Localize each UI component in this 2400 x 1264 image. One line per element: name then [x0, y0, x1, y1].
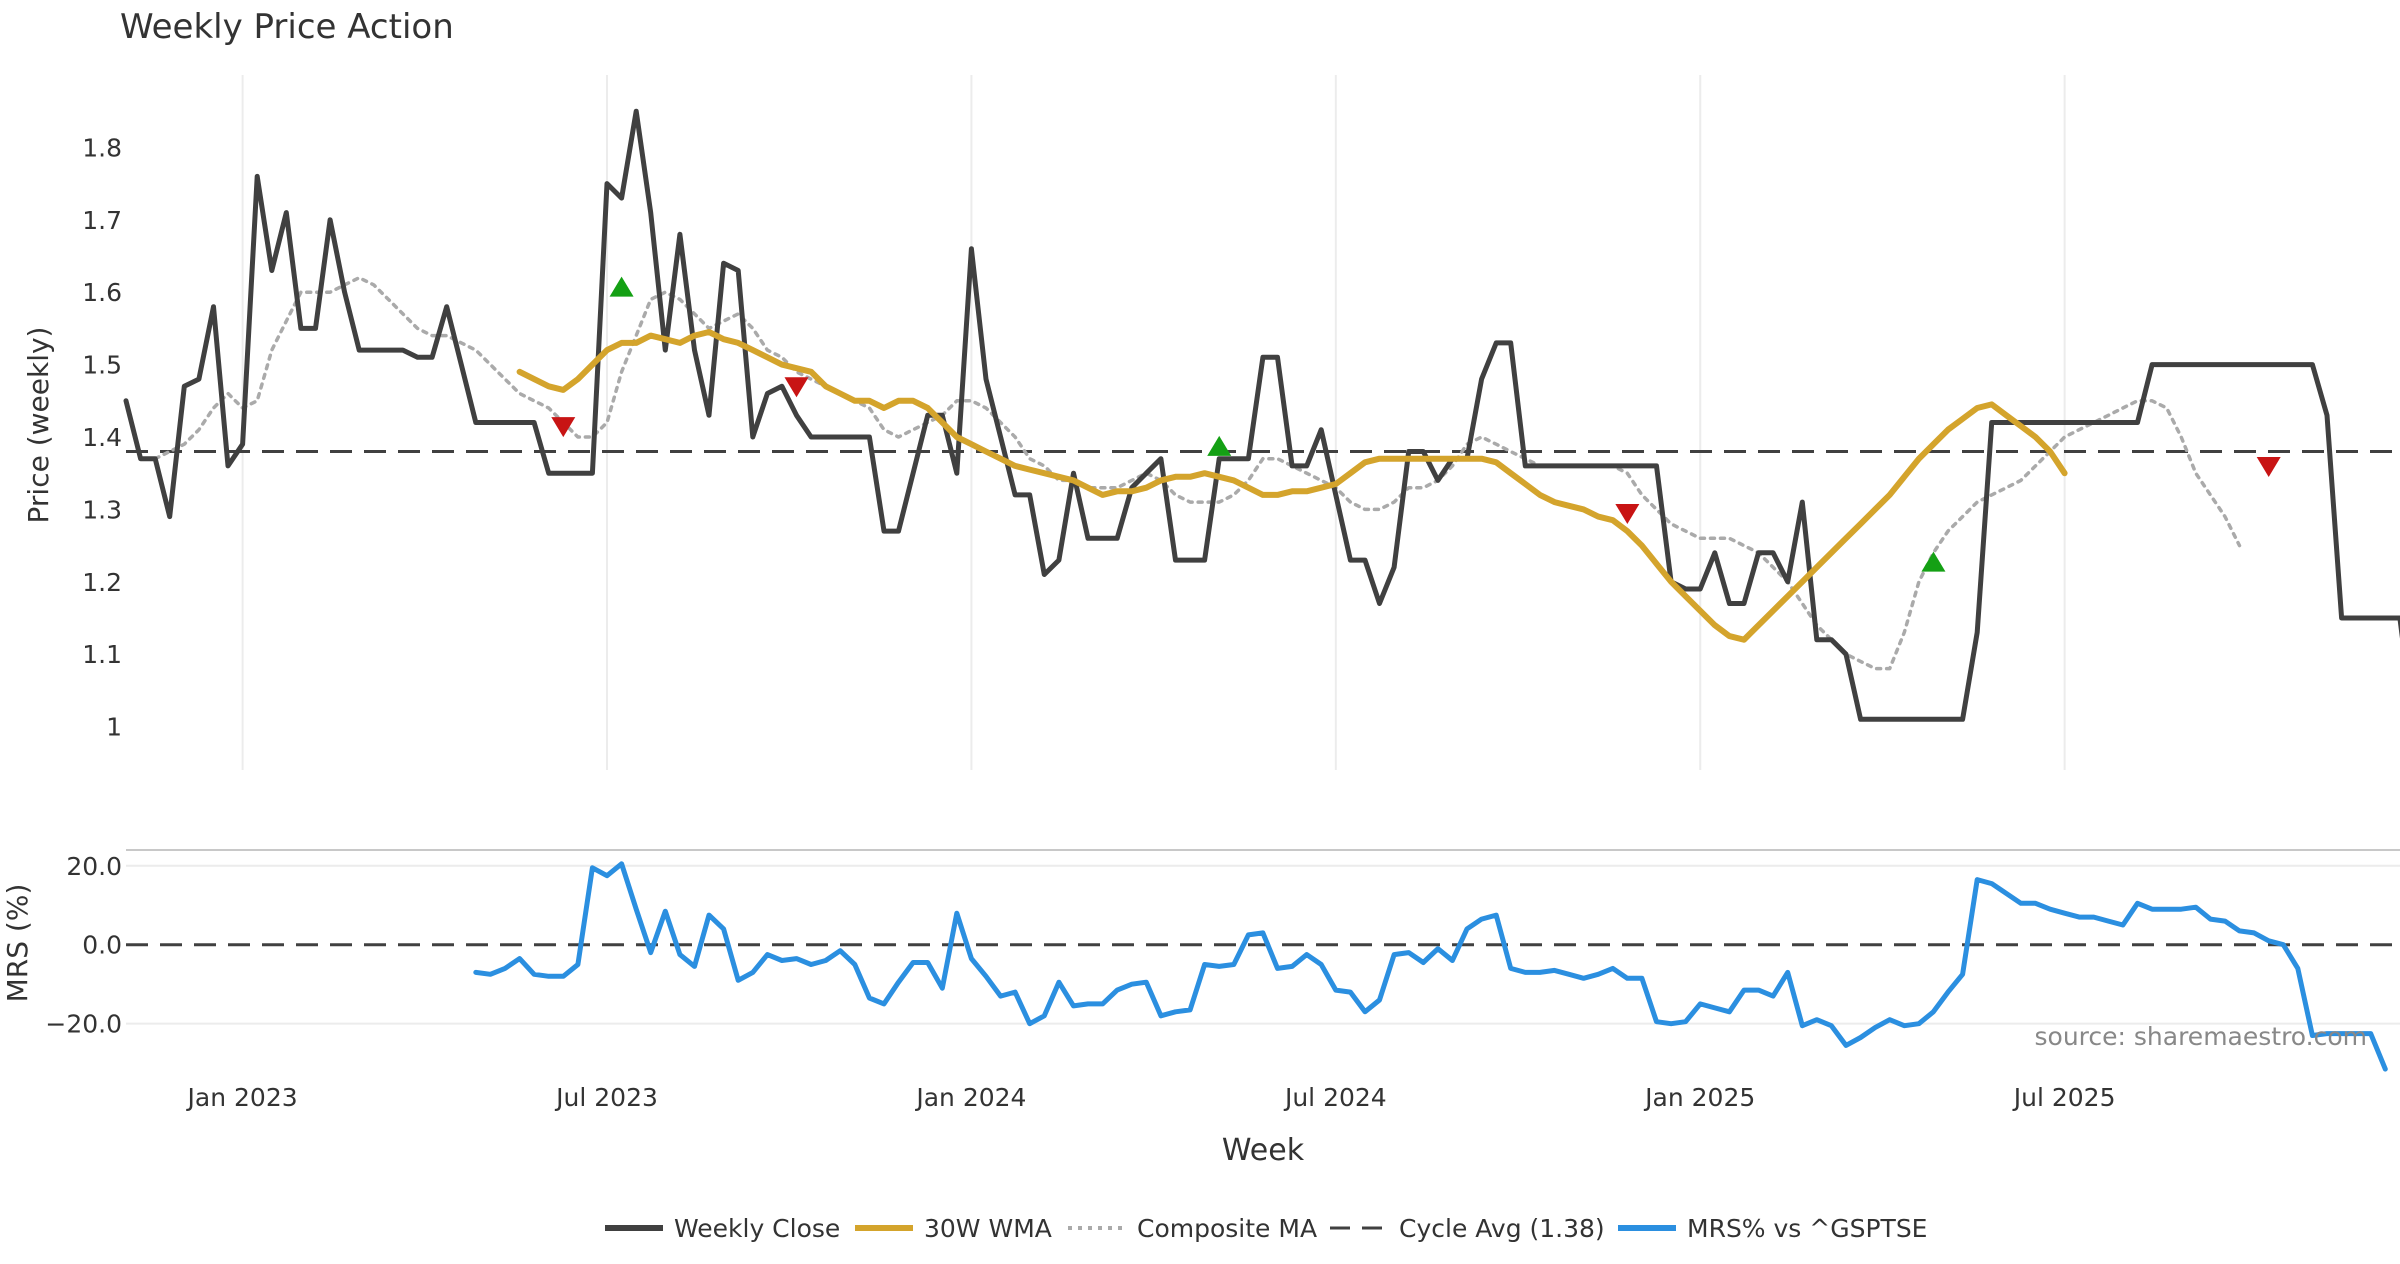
chart-title: Weekly Price Action: [120, 7, 454, 47]
mrs-y-tick-label: 20.0: [66, 852, 122, 881]
mrs-line: [473, 861, 2388, 1072]
legend: Weekly Close 30W WMA Composite MA Cycle Avg…: [605, 1214, 1927, 1243]
wma-30w-line: [516, 329, 2068, 643]
legend-item: MRS% vs ^GSPTSE: [1618, 1214, 1927, 1243]
x-axis-label: Week: [1222, 1133, 1305, 1168]
mrs-series-group: [126, 861, 2400, 1072]
mrs-y-tick-label: 0.0: [82, 931, 122, 960]
sell-signal-marker: [784, 377, 809, 398]
mrs-y-tick-label: −20.0: [45, 1010, 122, 1039]
price-y-tick-label: 1: [106, 713, 122, 742]
legend-label: Cycle Avg (1.38): [1399, 1214, 1605, 1243]
legend-label: Composite MA: [1137, 1214, 1317, 1243]
legend-item: Weekly Close: [605, 1214, 840, 1243]
sell-signal-marker: [1615, 503, 1640, 524]
mrs-y-ticks: 20.0 0.0 −20.0: [45, 852, 122, 1039]
mrs-gridlines: [126, 864, 2400, 1025]
legend-item: Composite MA: [1068, 1214, 1317, 1243]
legend-label: 30W WMA: [924, 1214, 1052, 1243]
price-y-tick-label: 1.1: [82, 640, 122, 669]
legend-label: Weekly Close: [674, 1214, 840, 1243]
sell-signal-marker: [551, 417, 576, 438]
price-y-tick-label: 1.5: [82, 351, 122, 380]
price-y-tick-label: 1.4: [82, 423, 122, 452]
x-tick-label: Jul 2025: [2012, 1083, 2116, 1112]
x-tick-label: Jan 2024: [914, 1083, 1026, 1112]
price-y-tick-label: 1.6: [82, 278, 122, 307]
x-axis-ticks: Jan 2023 Jul 2023 Jan 2024 Jul 2024 Jan 2025…: [186, 1083, 2116, 1112]
buy-signal-marker: [609, 276, 634, 297]
buy-signal-marker: [1921, 551, 1946, 572]
price-y-axis-label: Price (weekly): [22, 327, 55, 524]
signal-markers: [551, 276, 2281, 572]
price-series-group: [123, 108, 2400, 722]
x-tick-label: Jan 2023: [186, 1083, 298, 1112]
sell-signal-marker: [2256, 456, 2281, 477]
price-y-tick-label: 1.7: [82, 206, 122, 235]
x-tick-label: Jan 2025: [1643, 1083, 1755, 1112]
source-credit: source: sharemaestro.com: [2035, 1022, 2368, 1051]
weekly-close-line: [123, 108, 2400, 722]
x-tick-label: Jul 2023: [554, 1083, 658, 1112]
price-y-tick-label: 1.3: [82, 495, 122, 524]
composite-ma-line: [153, 275, 2242, 671]
price-y-tick-label: 1.8: [82, 133, 122, 162]
legend-label: MRS% vs ^GSPTSE: [1687, 1214, 1927, 1243]
legend-item: 30W WMA: [855, 1214, 1052, 1243]
price-y-tick-label: 1.2: [82, 568, 122, 597]
price-y-ticks: 1 1.1 1.2 1.3 1.4 1.5 1.6 1.7 1.8: [82, 133, 122, 741]
x-tick-label: Jul 2024: [1283, 1083, 1387, 1112]
buy-signal-marker: [1207, 435, 1232, 456]
mrs-y-axis-label: MRS (%): [1, 884, 34, 1003]
legend-item: Cycle Avg (1.38): [1330, 1214, 1605, 1243]
